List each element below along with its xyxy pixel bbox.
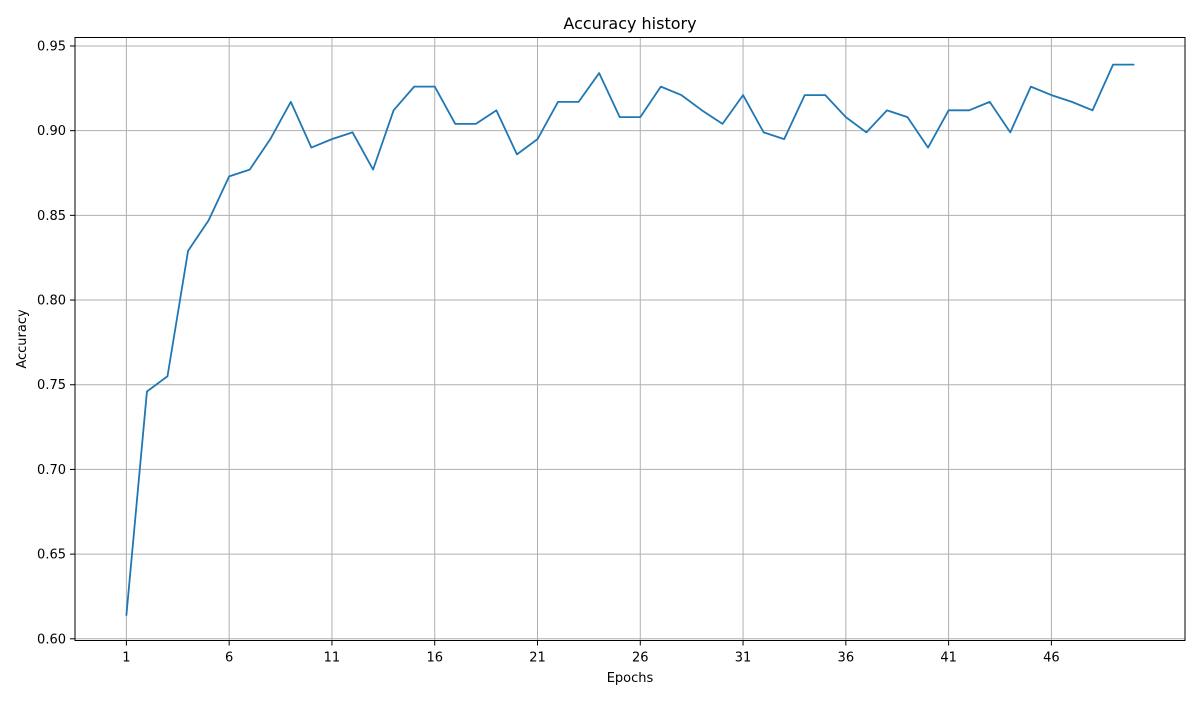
x-tick-label: 26 — [632, 651, 649, 666]
x-tick-label: 41 — [940, 651, 957, 666]
x-tick-label: 1 — [122, 651, 130, 666]
y-tick-label: 0.60 — [37, 632, 66, 647]
y-tick-label: 0.90 — [37, 124, 66, 139]
plot-frame — [74, 37, 1186, 641]
tick-layer: 1 6 11 16 21 26 31 36 41 460.600.650.700.750.800.… — [37, 39, 1060, 665]
y-tick-label: 0.75 — [37, 378, 66, 393]
series-layer — [125, 63, 1135, 616]
y-tick-label: 0.80 — [37, 294, 66, 309]
accuracy-series-line — [125, 63, 1135, 616]
x-tick-label: 21 — [529, 651, 546, 666]
chart-title: Accuracy history — [563, 14, 696, 33]
x-axis-label: Epochs — [607, 671, 654, 686]
y-tick-label: 0.95 — [37, 39, 66, 54]
y-tick-label: 0.65 — [37, 548, 66, 563]
grid-layer — [75, 37, 1185, 641]
y-axis-label: Accuracy — [15, 309, 30, 369]
x-tick-label: 46 — [1043, 651, 1060, 666]
x-tick-label: 16 — [426, 651, 443, 666]
x-tick-label: 11 — [324, 651, 341, 666]
x-tick-label: 6 — [225, 651, 233, 666]
y-tick-label: 0.70 — [37, 463, 66, 478]
y-tick-label: 0.85 — [37, 209, 66, 224]
x-tick-label: 31 — [735, 651, 752, 666]
x-tick-label: 36 — [838, 651, 855, 666]
